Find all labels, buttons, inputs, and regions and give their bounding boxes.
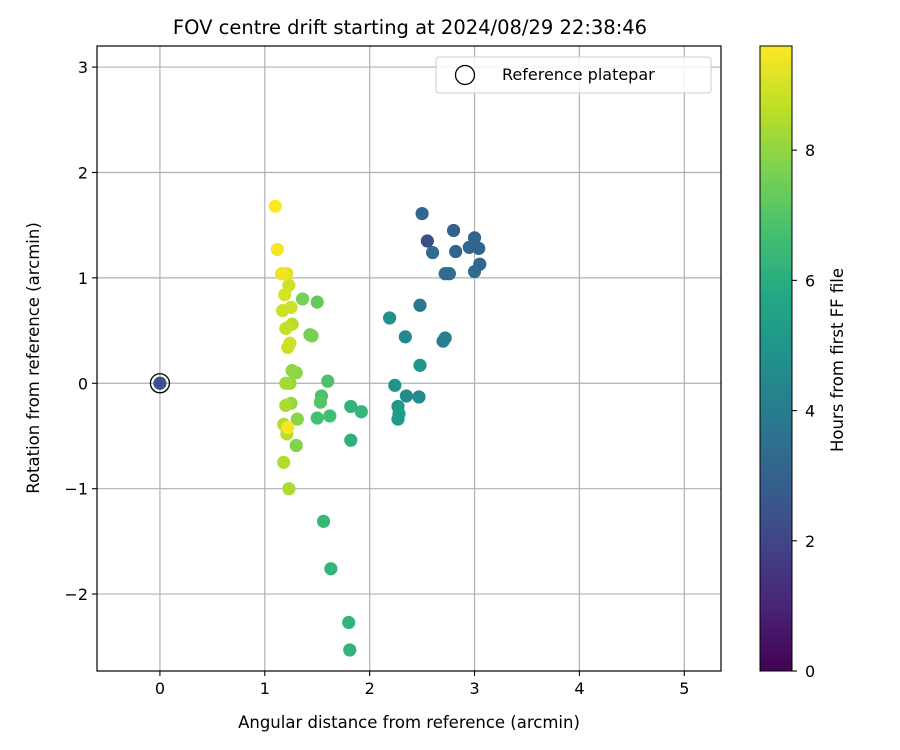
scatter-point — [398, 330, 412, 344]
scatter-point — [283, 336, 297, 350]
x-tick-label: 3 — [469, 679, 479, 698]
y-tick-label: 0 — [78, 374, 88, 393]
scatter-point — [279, 398, 293, 413]
y-tick-label: 2 — [78, 163, 88, 182]
scatter-point — [305, 329, 319, 343]
colorbar-tick-label: 6 — [805, 271, 815, 290]
y-tick-label: −1 — [64, 480, 88, 499]
scatter-point — [324, 562, 338, 576]
scatter-point — [449, 244, 463, 259]
colorbar — [759, 45, 793, 672]
y-axis-label: Rotation from reference (arcmin) — [24, 222, 43, 494]
legend: Reference platepar — [435, 56, 712, 94]
colorbar-tick-label: 8 — [805, 141, 815, 160]
legend-box — [435, 56, 712, 94]
chart-title: FOV centre drift starting at 2024/08/29 … — [173, 16, 647, 39]
legend-entry-label: Reference platepar — [502, 65, 655, 84]
scatter-point — [412, 390, 426, 404]
scatter-point — [354, 405, 368, 419]
scatter-point — [274, 267, 289, 281]
scatter-point — [413, 298, 427, 312]
scatter-point — [344, 433, 358, 447]
scatter-point — [391, 412, 405, 426]
scatter-point — [420, 234, 434, 248]
scatter-point — [467, 264, 482, 279]
scatter-point — [382, 311, 397, 325]
x-tick-label: 0 — [155, 679, 165, 698]
scatter-point — [344, 399, 358, 414]
scatter-point — [282, 482, 296, 496]
scatter-point — [310, 411, 324, 425]
y-tick-label: 3 — [78, 58, 88, 77]
plot-frame — [96, 45, 722, 672]
y-tick-label: 1 — [78, 269, 88, 288]
scatter-point — [279, 376, 293, 390]
scatter-point — [310, 295, 324, 309]
x-tick-label: 2 — [365, 679, 375, 698]
scatter-point — [285, 364, 299, 378]
y-tick-label: −2 — [64, 585, 88, 604]
x-tick-label: 5 — [679, 679, 689, 698]
reference-marker — [149, 373, 171, 394]
x-tick-label: 1 — [260, 679, 270, 698]
scatter-point — [323, 409, 337, 423]
scatter-point — [281, 420, 295, 435]
grid — [97, 46, 721, 671]
colorbar-label: Hours from first FF file — [828, 268, 847, 452]
scatter-point — [415, 206, 429, 221]
scatter-point — [277, 455, 291, 469]
x-axis-ticks: 0 1 2 3 4 5 — [155, 671, 689, 698]
scatter-point — [399, 389, 413, 403]
scatter-point — [413, 358, 427, 372]
scatter-points — [153, 199, 487, 657]
scatter-point — [425, 245, 440, 260]
scatter-point — [295, 292, 310, 306]
scatter-point — [284, 300, 298, 314]
scatter-point — [343, 643, 357, 657]
legend-marker — [454, 64, 476, 86]
reference-platepar-marker — [149, 373, 171, 394]
colorbar-ticks: 0 2 4 6 8 — [792, 141, 815, 681]
scatter-point — [290, 412, 304, 426]
scatter-point — [289, 438, 303, 453]
x-axis-label: Angular distance from reference (arcmin) — [238, 713, 580, 732]
scatter-point — [153, 376, 167, 390]
scatter-point — [321, 374, 335, 388]
scatter-point — [268, 199, 282, 213]
scatter-point — [442, 267, 456, 281]
colorbar-tick-label: 2 — [805, 532, 815, 551]
scatter-point — [313, 395, 327, 409]
scatter-point — [438, 331, 452, 345]
colorbar-tick-label: 0 — [805, 662, 815, 681]
scatter-point — [446, 223, 461, 238]
x-tick-label: 4 — [574, 679, 584, 698]
scatter-point — [278, 288, 292, 302]
y-axis-ticks: −2 −1 0 1 2 3 — [64, 58, 97, 604]
scatter-point — [279, 321, 293, 336]
scatter-point — [270, 242, 284, 257]
scatter-point — [316, 514, 331, 528]
scatter-point — [342, 615, 356, 630]
scatter-point — [472, 241, 486, 255]
colorbar-tick-label: 4 — [805, 402, 815, 421]
scatter-point — [388, 378, 402, 392]
